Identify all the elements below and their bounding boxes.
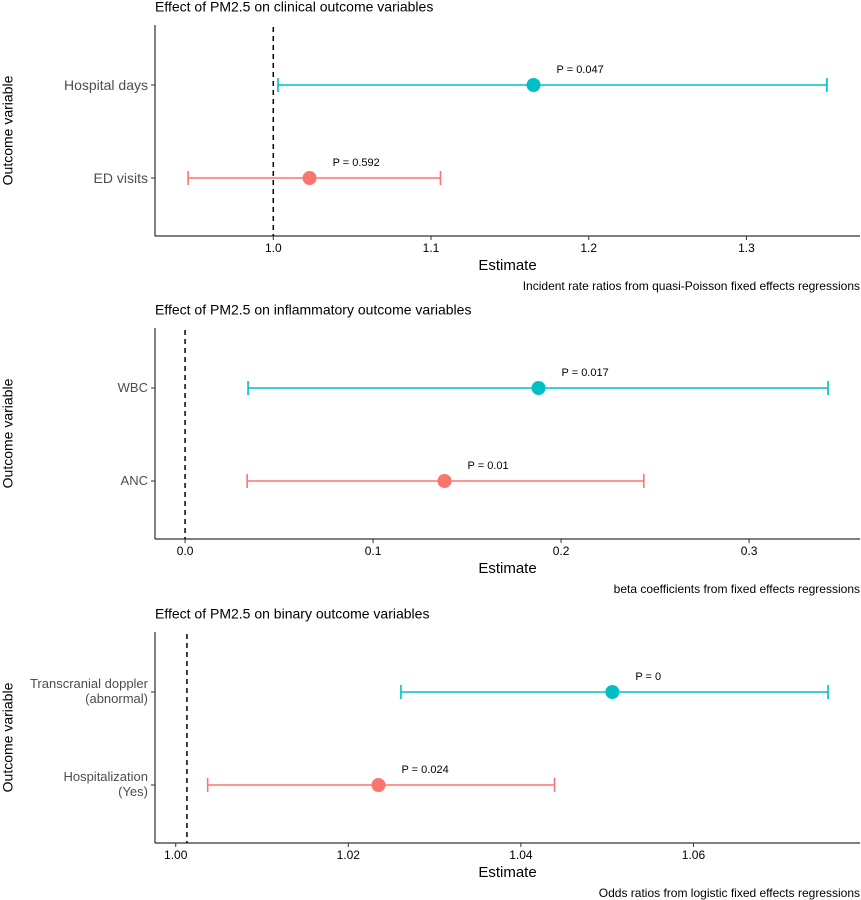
category-label-box: ANC	[120, 472, 148, 488]
category-label-box: ED visits	[93, 169, 148, 186]
p-value-label: P = 0.024	[401, 764, 448, 776]
y-tick-label: WBC	[117, 379, 148, 395]
y-tick-label: Hospitalization (Yes)	[63, 769, 148, 799]
x-tick-label: 1.02	[337, 848, 361, 862]
y-tick-label: Transcranial doppler (abnormal)	[29, 676, 148, 706]
y-axis-label: Outcome variable	[0, 682, 16, 792]
x-tick-label: 1.3	[738, 241, 755, 255]
p-value-label: P = 0.047	[557, 64, 604, 76]
x-axis-label: Estimate	[478, 257, 536, 274]
x-tick-label: 1.0	[265, 241, 282, 255]
y-tick-label: ANC	[120, 472, 148, 488]
category-label-box: Hospital days	[63, 76, 148, 93]
caption: beta coefficients from fixed effects reg…	[614, 582, 860, 596]
y-tick-label: Hospital days	[63, 76, 148, 93]
panel: Effect of PM2.5 on clinical outcome vari…	[0, 0, 860, 293]
x-tick-label: 0.1	[365, 544, 382, 558]
estimate-point	[526, 78, 541, 92]
x-tick-label: 1.2	[580, 241, 597, 255]
x-tick-label: 1.1	[423, 241, 440, 255]
p-value-label: P = 0.592	[333, 157, 380, 169]
x-tick-label: 0.0	[177, 544, 194, 558]
estimate-point	[371, 778, 386, 792]
category-label-box: Transcranial doppler (abnormal)	[29, 676, 148, 706]
category-label-box: WBC	[117, 379, 148, 395]
x-tick-label: 1.00	[164, 848, 188, 862]
panel: Effect of PM2.5 on binary outcome variab…	[0, 606, 860, 900]
category-label-box: Hospitalization (Yes)	[63, 769, 148, 799]
estimate-point	[437, 474, 452, 488]
panel: Effect of PM2.5 on inflammatory outcome …	[0, 302, 860, 596]
x-tick-label: 1.06	[682, 848, 706, 862]
y-axis-label: Outcome variable	[0, 75, 16, 185]
p-value-label: P = 0.017	[562, 367, 609, 379]
x-axis-label: Estimate	[478, 560, 536, 577]
caption: Odds ratios from logistic fixed effects …	[599, 886, 860, 900]
panel-title: Effect of PM2.5 on inflammatory outcome …	[155, 302, 471, 318]
x-tick-label: 1.04	[509, 848, 533, 862]
estimate-point	[605, 685, 620, 699]
panel-title: Effect of PM2.5 on binary outcome variab…	[155, 606, 429, 622]
panel-title: Effect of PM2.5 on clinical outcome vari…	[155, 0, 433, 15]
x-tick-label: 0.2	[553, 544, 570, 558]
x-tick-label: 0.3	[741, 544, 758, 558]
x-axis-label: Estimate	[478, 864, 536, 881]
caption: Incident rate ratios from quasi-Poisson …	[523, 279, 860, 293]
estimate-point	[302, 171, 317, 185]
y-axis-label: Outcome variable	[0, 378, 16, 488]
p-value-label: P = 0	[635, 671, 661, 683]
estimate-point	[531, 381, 546, 395]
y-tick-label: ED visits	[93, 169, 148, 186]
p-value-label: P = 0.01	[468, 460, 509, 472]
